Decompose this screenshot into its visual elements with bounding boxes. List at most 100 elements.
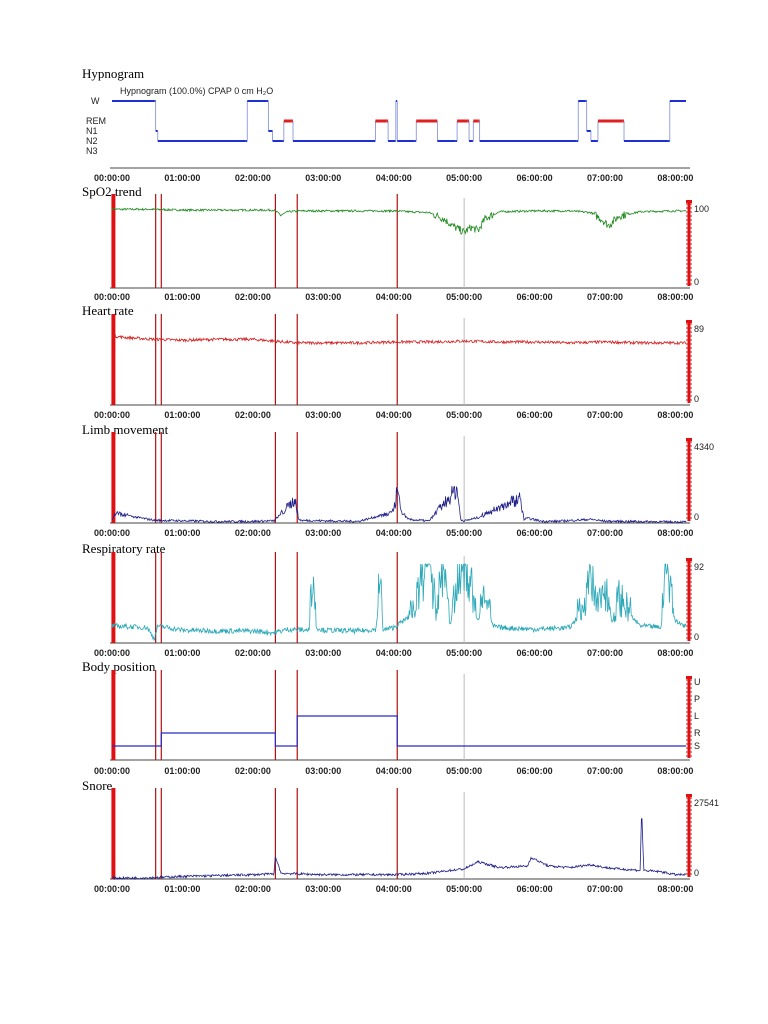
x-tick-label: 05:00:00 bbox=[446, 648, 482, 658]
x-tick-label: 04:00:00 bbox=[376, 292, 412, 302]
stage-label-n2: N2 bbox=[86, 136, 98, 146]
scale-bar bbox=[686, 438, 692, 521]
x-tick-label: 02:00:00 bbox=[235, 528, 271, 538]
x-tick-label: 08:00:00 bbox=[657, 292, 693, 302]
y-max-label: 92 bbox=[694, 562, 704, 572]
panel-spo2-trend: SpO2 trend 00:00:00 01:00:00 02:00:00 03:00:… bbox=[82, 184, 709, 302]
x-tick-label: 08:00:00 bbox=[657, 528, 693, 538]
series-line bbox=[111, 333, 687, 346]
panel-title: Snore bbox=[82, 778, 113, 793]
y-max-label: 27541 bbox=[694, 798, 719, 808]
x-tick-label: 08:00:00 bbox=[657, 648, 693, 658]
position-label-p: P bbox=[694, 694, 700, 704]
panel-body-position: Body position 00:00:00 01:00:00 02:00:00 03:… bbox=[82, 659, 701, 776]
x-tick-label: 01:00:00 bbox=[164, 410, 200, 420]
stage-label-n1: N1 bbox=[86, 126, 98, 136]
panel-heart-rate: Heart rate 00:00:00 01:00:00 02:00:00 03:00:… bbox=[82, 303, 704, 420]
x-tick-label: 04:00:00 bbox=[376, 648, 412, 658]
series-line bbox=[111, 563, 687, 642]
x-tick-label: 06:00:00 bbox=[517, 410, 553, 420]
x-tick-label: 05:00:00 bbox=[446, 528, 482, 538]
x-tick-label: 07:00:00 bbox=[587, 173, 623, 183]
x-tick-label: 03:00:00 bbox=[305, 528, 341, 538]
x-tick-label: 01:00:00 bbox=[164, 648, 200, 658]
scale-bar bbox=[686, 676, 692, 758]
x-tick-label: 08:00:00 bbox=[657, 884, 693, 894]
x-tick-label: 04:00:00 bbox=[376, 410, 412, 420]
x-tick-label: 04:00:00 bbox=[376, 173, 412, 183]
panel-snore: Snore 00:00:00 01:00:00 02:00:00 03:00:00 04:… bbox=[82, 778, 719, 894]
x-tick-label: 00:00:00 bbox=[94, 410, 130, 420]
x-tick-label: 07:00:00 bbox=[587, 884, 623, 894]
series-line bbox=[112, 715, 686, 747]
x-tick-label: 08:00:00 bbox=[657, 173, 693, 183]
position-label-l: L bbox=[694, 711, 699, 721]
x-tick-label: 06:00:00 bbox=[517, 292, 553, 302]
x-tick-label: 03:00:00 bbox=[305, 173, 341, 183]
x-tick-label: 02:00:00 bbox=[235, 766, 271, 776]
y-min-label: 0 bbox=[694, 868, 699, 878]
x-tick-label: 00:00:00 bbox=[94, 528, 130, 538]
x-tick-label: 03:00:00 bbox=[305, 292, 341, 302]
x-tick-label: 05:00:00 bbox=[446, 410, 482, 420]
x-tick-label: 02:00:00 bbox=[235, 648, 271, 658]
x-tick-label: 02:00:00 bbox=[235, 292, 271, 302]
panel-hypnogram: Hypnogram 00:00:00 01:00:00 02:00:00 03:00:0… bbox=[82, 66, 693, 183]
x-tick-label: 06:00:00 bbox=[517, 766, 553, 776]
panel-limb-movement: Limb movement 00:00:00 01:00:00 02:00:00 03:… bbox=[82, 422, 714, 538]
series-line bbox=[111, 485, 687, 524]
position-label-r: R bbox=[694, 728, 701, 738]
x-tick-label: 03:00:00 bbox=[305, 648, 341, 658]
x-tick-label: 02:00:00 bbox=[235, 410, 271, 420]
panel-title: Hypnogram bbox=[82, 66, 144, 81]
scale-bar bbox=[686, 558, 692, 641]
x-tick-label: 06:00:00 bbox=[517, 884, 553, 894]
scale-bar bbox=[686, 200, 692, 286]
x-tick-label: 03:00:00 bbox=[305, 410, 341, 420]
x-tick-label: 00:00:00 bbox=[94, 884, 130, 894]
x-tick-label: 06:00:00 bbox=[517, 173, 553, 183]
panel-title: Heart rate bbox=[82, 303, 134, 318]
stage-label-w: W bbox=[91, 96, 100, 106]
position-label-s: S bbox=[694, 741, 700, 751]
panel-title: SpO2 trend bbox=[82, 184, 142, 199]
x-tick-label: 02:00:00 bbox=[235, 884, 271, 894]
x-tick-label: 07:00:00 bbox=[587, 766, 623, 776]
x-tick-label: 00:00:00 bbox=[94, 292, 130, 302]
panel-title: Limb movement bbox=[82, 422, 169, 437]
x-tick-label: 03:00:00 bbox=[305, 766, 341, 776]
x-tick-label: 07:00:00 bbox=[587, 648, 623, 658]
stage-label-rem: REM bbox=[86, 116, 106, 126]
x-tick-label: 05:00:00 bbox=[446, 766, 482, 776]
panel-title: Respiratory rate bbox=[82, 541, 166, 556]
x-tick-label: 01:00:00 bbox=[164, 766, 200, 776]
stage-label-n3: N3 bbox=[86, 146, 98, 156]
x-tick-label: 02:00:00 bbox=[235, 173, 271, 183]
y-min-label: 0 bbox=[694, 632, 699, 642]
panel-respiratory-rate: Respiratory rate 00:00:00 01:00:00 02:00:00… bbox=[82, 541, 704, 658]
x-tick-label: 06:00:00 bbox=[517, 648, 553, 658]
x-tick-label: 04:00:00 bbox=[376, 884, 412, 894]
position-label-u: U bbox=[694, 677, 701, 687]
x-tick-label: 00:00:00 bbox=[94, 766, 130, 776]
scale-bar bbox=[686, 794, 692, 877]
y-min-label: 0 bbox=[694, 394, 699, 404]
x-tick-label: 05:00:00 bbox=[446, 173, 482, 183]
y-max-label: 100 bbox=[694, 204, 709, 214]
x-tick-label: 05:00:00 bbox=[446, 292, 482, 302]
x-tick-label: 06:00:00 bbox=[517, 528, 553, 538]
x-tick-label: 08:00:00 bbox=[657, 410, 693, 420]
hypnogram-trace bbox=[112, 100, 686, 142]
x-tick-label: 00:00:00 bbox=[94, 648, 130, 658]
scale-bar bbox=[686, 320, 692, 403]
x-tick-label: 04:00:00 bbox=[376, 766, 412, 776]
hypnogram-subtitle: Hypnogram (100.0%) CPAP 0 cm H₂O bbox=[120, 86, 273, 96]
x-tick-label: 00:00:00 bbox=[94, 173, 130, 183]
series-line bbox=[111, 207, 687, 236]
y-max-label: 4340 bbox=[694, 442, 714, 452]
y-max-label: 89 bbox=[694, 324, 704, 334]
x-tick-label: 08:00:00 bbox=[657, 766, 693, 776]
panel-title: Body position bbox=[82, 659, 156, 674]
x-tick-label: 07:00:00 bbox=[587, 292, 623, 302]
